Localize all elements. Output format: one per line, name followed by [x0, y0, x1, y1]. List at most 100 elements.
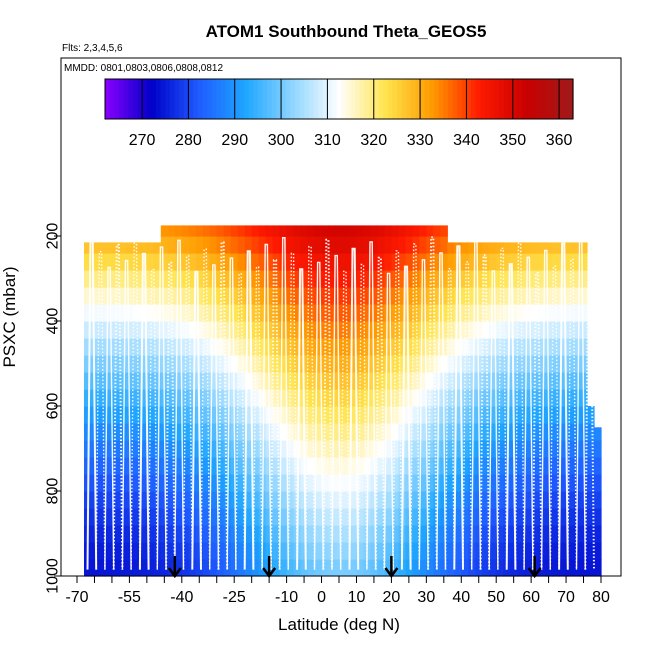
- heatmap-cell: [384, 474, 392, 492]
- flight-track: [130, 237, 141, 570]
- colorbar-cell: [230, 79, 236, 119]
- heatmap-cell: [461, 355, 469, 373]
- heatmap-cell: [510, 287, 518, 305]
- heatmap-cell: [363, 440, 372, 458]
- heatmap-cell: [321, 338, 330, 356]
- heatmap-cell: [356, 236, 365, 254]
- heatmap-cell: [328, 423, 337, 441]
- heatmap-cell: [216, 321, 225, 339]
- heatmap-cell: [573, 440, 581, 458]
- heatmap-cell: [209, 321, 218, 339]
- heatmap-cell: [258, 355, 267, 373]
- flight-track: [453, 245, 464, 570]
- heatmap-cell: [258, 440, 267, 458]
- heatmap-cell: [167, 406, 176, 424]
- heatmap-cell: [440, 559, 448, 577]
- heatmap-cell: [146, 338, 155, 356]
- heatmap-cell: [377, 225, 385, 237]
- heatmap-cell: [125, 242, 134, 254]
- heatmap-cell: [265, 338, 274, 356]
- heatmap-cell: [258, 372, 267, 390]
- heatmap-cell: [566, 242, 574, 254]
- heatmap-cell: [139, 321, 148, 339]
- heatmap-cell: [482, 242, 490, 254]
- heatmap-cell: [342, 338, 351, 356]
- heatmap-cell: [174, 225, 183, 237]
- colorbar-cell: [438, 79, 444, 119]
- heatmap-cell: [370, 225, 378, 237]
- heatmap-cell: [559, 338, 567, 356]
- heatmap-cell: [559, 508, 567, 526]
- heatmap-cell: [279, 321, 288, 339]
- heatmap-cell: [251, 338, 260, 356]
- heatmap-cell: [237, 270, 246, 288]
- x-tick-label: 70: [557, 589, 575, 606]
- heatmap-cell: [510, 338, 518, 356]
- heatmap-cell: [524, 559, 532, 577]
- heatmap-cell: [475, 338, 483, 356]
- heatmap-cell: [433, 423, 441, 441]
- heatmap-cell: [139, 372, 148, 390]
- heatmap-cell: [433, 355, 441, 373]
- heatmap-cell: [279, 389, 288, 407]
- heatmap-cell: [384, 525, 392, 543]
- heatmap-cell: [517, 389, 525, 407]
- heatmap-cell: [461, 338, 469, 356]
- colorbar-cell: [364, 79, 370, 119]
- heatmap-cell: [84, 406, 92, 424]
- heatmap-cell: [566, 559, 574, 577]
- colorbar-cell: [554, 79, 560, 119]
- colorbar-cell: [517, 79, 523, 119]
- colorbar-cell: [359, 79, 366, 119]
- heatmap-cell: [524, 440, 532, 458]
- heatmap-cell: [426, 491, 434, 509]
- heatmap-cell: [489, 389, 497, 407]
- heatmap-cell: [335, 508, 344, 526]
- heatmap-cell: [447, 440, 455, 458]
- heatmap-cell: [594, 508, 602, 526]
- heatmap-cell: [146, 542, 155, 560]
- heatmap-cell: [307, 389, 316, 407]
- heatmap-cell: [440, 338, 448, 356]
- heatmap-cell: [587, 406, 595, 424]
- heatmap-cell: [286, 423, 295, 441]
- heatmap-cell: [552, 559, 560, 577]
- flight-track: [374, 256, 386, 570]
- heatmap-cell: [489, 253, 497, 271]
- colorbar-cell: [410, 79, 416, 119]
- flight-track: [331, 254, 342, 570]
- heatmap-cell: [153, 253, 162, 271]
- heatmap-cell: [447, 355, 455, 373]
- heatmap-cell: [412, 372, 420, 390]
- heatmap-cell: [230, 542, 239, 560]
- heatmap-cell: [167, 542, 176, 560]
- colorbar-cell: [169, 79, 176, 119]
- heatmap-cell: [139, 406, 148, 424]
- heatmap-cell: [342, 525, 351, 543]
- heatmap-cell: [447, 559, 455, 577]
- heatmap-cell: [174, 440, 183, 458]
- heatmap-cell: [405, 542, 413, 560]
- heatmap-cell: [279, 406, 288, 424]
- flight-track: [174, 239, 185, 570]
- heatmap-cell: [160, 304, 169, 322]
- heatmap-cell: [216, 253, 225, 271]
- x-tick-label: -10: [275, 589, 298, 606]
- heatmap-cell: [167, 270, 176, 288]
- heatmap-cell: [384, 491, 392, 509]
- colorbar-cell: [549, 79, 555, 119]
- heatmap-cell: [237, 457, 246, 475]
- heatmap-cell: [209, 474, 218, 492]
- heatmap-cell: [321, 508, 330, 526]
- heatmap-cell: [489, 491, 497, 509]
- colorbar-cell: [183, 79, 189, 119]
- heatmap-cell: [440, 236, 448, 254]
- heatmap-cell: [167, 372, 176, 390]
- heatmap-cell: [230, 287, 239, 305]
- heatmap-cell: [188, 406, 197, 424]
- heatmap-cell: [307, 321, 316, 339]
- heatmap-cell: [328, 287, 337, 305]
- heatmap-cell: [384, 304, 392, 322]
- heatmap-cell: [531, 491, 539, 509]
- heatmap-cell: [139, 542, 148, 560]
